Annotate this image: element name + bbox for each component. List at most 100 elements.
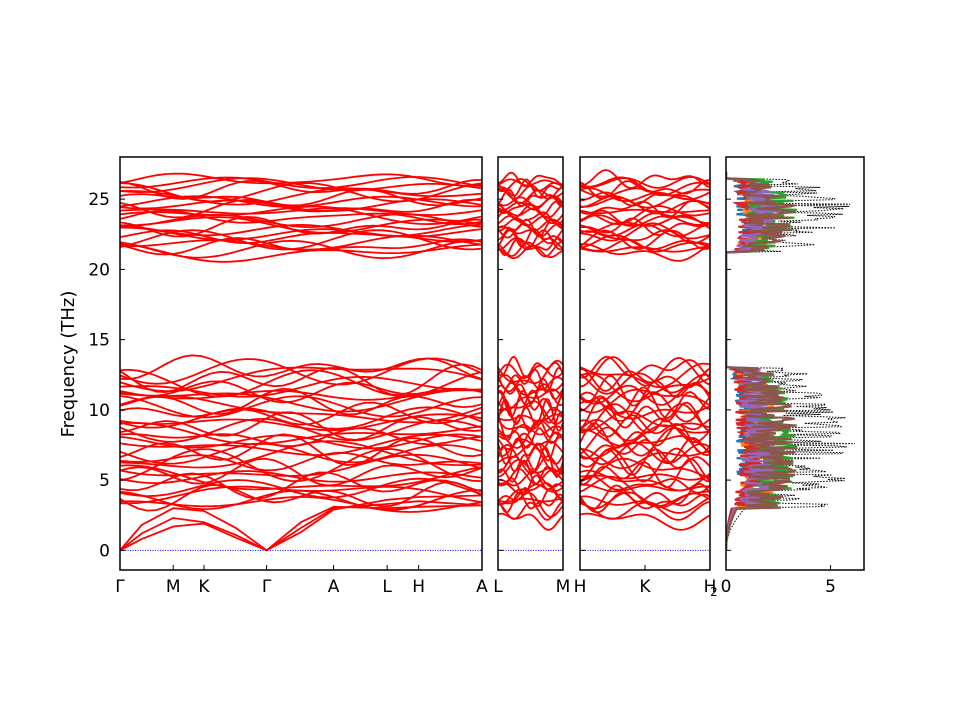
phonon-band (580, 176, 710, 197)
phonon-band (498, 178, 563, 187)
phonon-band (580, 386, 710, 420)
phonon-band (498, 442, 563, 465)
phonon-band (120, 395, 482, 419)
high-symmetry-label: Γ (262, 577, 272, 597)
acoustic-band (580, 500, 710, 521)
dos-panel-frame (725, 156, 865, 571)
phonon-band (120, 215, 482, 238)
phonon-band (580, 417, 710, 444)
high-symmetry-label: A (328, 577, 340, 597)
phonon-band (120, 179, 482, 200)
high-symmetry-label: A (476, 577, 488, 597)
high-symmetry-label: H (412, 577, 425, 597)
phonon-band (580, 403, 710, 434)
phonon-band (120, 354, 482, 381)
phonon-band (580, 410, 710, 432)
dos-x-tick-label: 5 (825, 577, 836, 597)
phonon-band (498, 388, 563, 411)
phonon-band (580, 422, 710, 454)
phonon-band (580, 217, 710, 237)
phonon-band (580, 356, 710, 388)
high-symmetry-label: H (574, 577, 587, 597)
phonon-band (580, 457, 710, 481)
y-tick-label: 25 (88, 190, 110, 210)
phonon-band (580, 388, 710, 414)
phonon-band (120, 389, 482, 413)
high-symmetry-label: M (556, 577, 571, 597)
phonon-band (120, 448, 482, 483)
acoustic-band (580, 491, 710, 514)
phonon-band (120, 239, 482, 260)
phonon-band (120, 198, 482, 219)
phonon-band (580, 362, 710, 388)
subscript-label: 2 (710, 585, 718, 599)
phonon-band (120, 394, 482, 424)
phonon-band (120, 421, 482, 446)
phonon-band (498, 237, 563, 257)
high-symmetry-label: H (704, 577, 717, 597)
phonon-band (580, 424, 710, 447)
phonon-band (498, 433, 563, 466)
phonon-band (498, 427, 563, 449)
total-dos-curve (726, 171, 856, 551)
phonon-band (580, 458, 710, 489)
phonon-band (120, 406, 482, 430)
panel-frame (497, 156, 564, 571)
phonon-band (580, 448, 710, 477)
phonon-band (120, 401, 482, 426)
phonon-band (580, 214, 710, 233)
high-symmetry-label: L (493, 577, 503, 597)
phonon-band (120, 442, 482, 465)
phonon-band (120, 216, 482, 234)
phonon-band (580, 179, 710, 200)
acoustic-band (580, 512, 710, 531)
phonon-band (580, 473, 710, 481)
phonon-band (498, 367, 563, 394)
phonon-band (498, 225, 563, 245)
phonon-band (120, 368, 482, 398)
phonon-band (120, 172, 482, 187)
high-symmetry-label: K (639, 577, 651, 597)
phonon-band (498, 374, 563, 396)
phonon-band (498, 171, 563, 188)
phonon-band (580, 469, 710, 492)
high-symmetry-label: Γ (115, 577, 125, 597)
phonon-band (120, 451, 482, 472)
y-tick-label: 20 (88, 260, 110, 280)
y-axis-label: Frequency (THz) (58, 291, 79, 438)
band-panel-2 (498, 171, 563, 551)
phonon-band (120, 363, 482, 396)
phonon-band (120, 485, 482, 505)
acoustic-band (120, 494, 482, 552)
phonon-band (498, 241, 563, 258)
phonon-band (120, 223, 482, 237)
y-tick-label: 5 (99, 471, 110, 491)
phonon-band (580, 223, 710, 238)
phonon-band (120, 209, 482, 225)
phonon-band (120, 481, 482, 512)
high-symmetry-label: K (198, 577, 210, 597)
phonon-band (120, 366, 482, 392)
phonon-band (120, 427, 482, 448)
phonon-band (580, 214, 710, 227)
phonon-band (498, 377, 563, 404)
phonon-band (580, 475, 710, 494)
phonon-band (498, 413, 563, 423)
y-tick-label: 15 (88, 331, 110, 351)
phonon-band (580, 209, 710, 226)
phonon-band (580, 175, 710, 189)
phonon-band (120, 433, 482, 450)
band-panel-1 (120, 172, 482, 552)
phonon-band (120, 182, 482, 203)
phonon-band (580, 372, 710, 395)
phonon-band (580, 448, 710, 470)
partial-dos-curve (726, 171, 798, 551)
phonon-band (120, 243, 482, 263)
phonon-band (580, 397, 710, 432)
dos-x-tick-label: 0 (721, 577, 732, 597)
phonon-band (498, 410, 563, 442)
phonon-band (120, 477, 482, 499)
phonon-band (120, 176, 482, 190)
dos-panel: 0 5 2 (710, 156, 865, 599)
